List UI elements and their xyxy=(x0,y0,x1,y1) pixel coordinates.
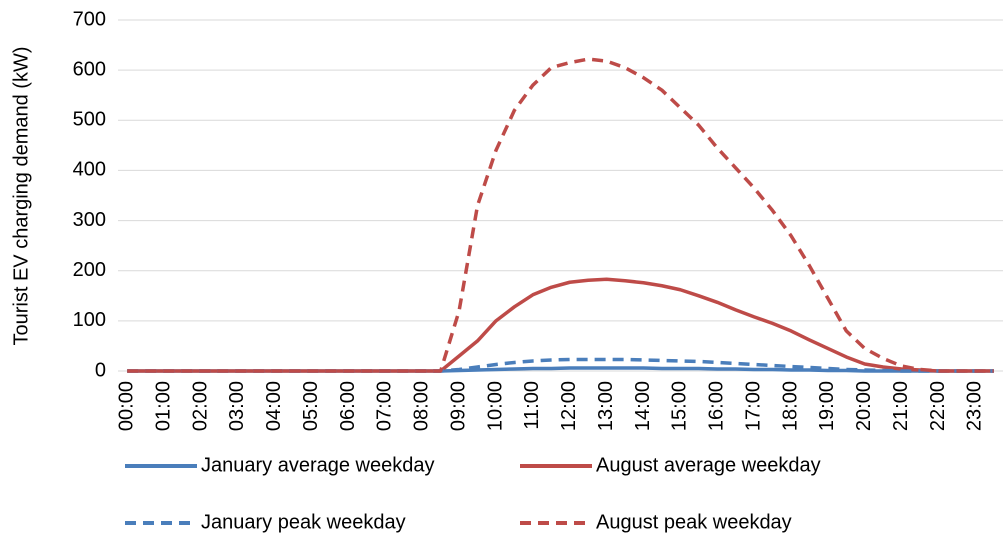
x-tick-label: 20:00 xyxy=(853,381,875,431)
x-tick-label: 23:00 xyxy=(964,381,986,431)
x-tick-label: 07:00 xyxy=(374,381,396,431)
x-tick-label: 18:00 xyxy=(779,381,801,431)
x-tick-label: 11:00 xyxy=(521,381,543,430)
x-tick-label: 00:00 xyxy=(116,381,138,431)
x-tick-label: 10:00 xyxy=(484,381,506,431)
x-tick-label: 13:00 xyxy=(595,381,617,431)
y-axis-label: Tourist EV charging demand (kW) xyxy=(10,46,32,345)
x-tick-label: 03:00 xyxy=(226,381,248,431)
x-tick-label: 01:00 xyxy=(152,381,174,431)
y-tick-label: 600 xyxy=(73,58,106,80)
y-tick-label: 100 xyxy=(73,309,106,331)
series-line xyxy=(127,57,994,373)
legend-label: August average weekday xyxy=(596,454,821,476)
x-tick-label: 14:00 xyxy=(632,381,654,431)
series-line xyxy=(127,277,994,373)
y-tick-label: 400 xyxy=(73,159,106,181)
y-tick-label: 500 xyxy=(73,109,106,131)
x-tick-label: 12:00 xyxy=(558,381,580,431)
x-tick-label: 08:00 xyxy=(411,381,433,431)
x-tick-label: 09:00 xyxy=(447,381,469,431)
x-tick-label: 22:00 xyxy=(927,381,949,431)
x-tick-label: 21:00 xyxy=(890,381,912,431)
x-tick-label: 02:00 xyxy=(189,381,211,431)
x-tick-label: 04:00 xyxy=(263,381,285,431)
y-tick-label: 200 xyxy=(73,259,106,281)
x-tick-label: 16:00 xyxy=(706,381,728,431)
legend-label: August peak weekday xyxy=(596,511,792,533)
legend-label: January average weekday xyxy=(201,454,434,476)
x-tick-label: 06:00 xyxy=(337,381,359,431)
x-tick-label: 05:00 xyxy=(300,381,322,431)
x-tick-label: 15:00 xyxy=(669,381,691,431)
y-tick-label: 0 xyxy=(95,359,106,381)
x-tick-label: 19:00 xyxy=(816,381,838,431)
legend-label: January peak weekday xyxy=(201,511,406,533)
y-tick-label: 700 xyxy=(73,8,106,30)
x-tick-label: 17:00 xyxy=(742,381,764,431)
y-tick-label: 300 xyxy=(73,209,106,231)
